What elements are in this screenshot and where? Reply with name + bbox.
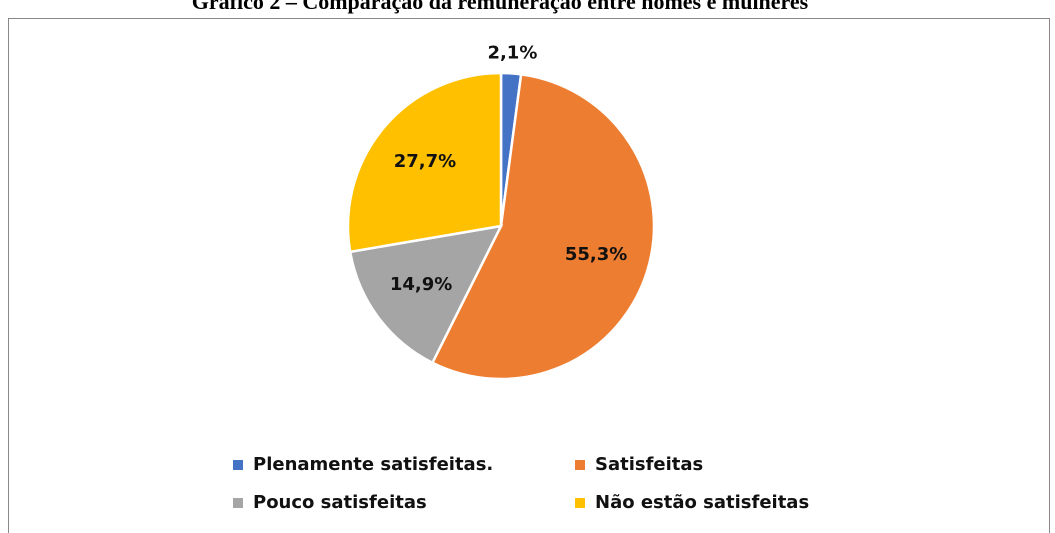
data-label: 55,3% <box>565 244 627 265</box>
legend-label: Plenamente satisfeitas. <box>253 454 493 475</box>
data-label: 2,1% <box>487 42 537 63</box>
legend-label: Não estão satisfeitas <box>595 492 809 513</box>
data-label: 27,7% <box>394 151 456 172</box>
legend-label: Pouco satisfeitas <box>253 492 427 513</box>
legend-label: Satisfeitas <box>595 454 703 475</box>
legend-swatch <box>575 460 585 470</box>
data-label: 14,9% <box>390 274 452 295</box>
legend-swatch <box>233 498 243 508</box>
legend-swatch <box>233 460 243 470</box>
title-bg <box>0 0 1055 17</box>
legend-swatch <box>575 498 585 508</box>
pie-slice <box>346 71 503 254</box>
pie-slice <box>430 72 656 381</box>
pie-slice <box>348 224 504 365</box>
chart-title: Gráfico 2 – Comparação da remuneração en… <box>192 0 809 14</box>
